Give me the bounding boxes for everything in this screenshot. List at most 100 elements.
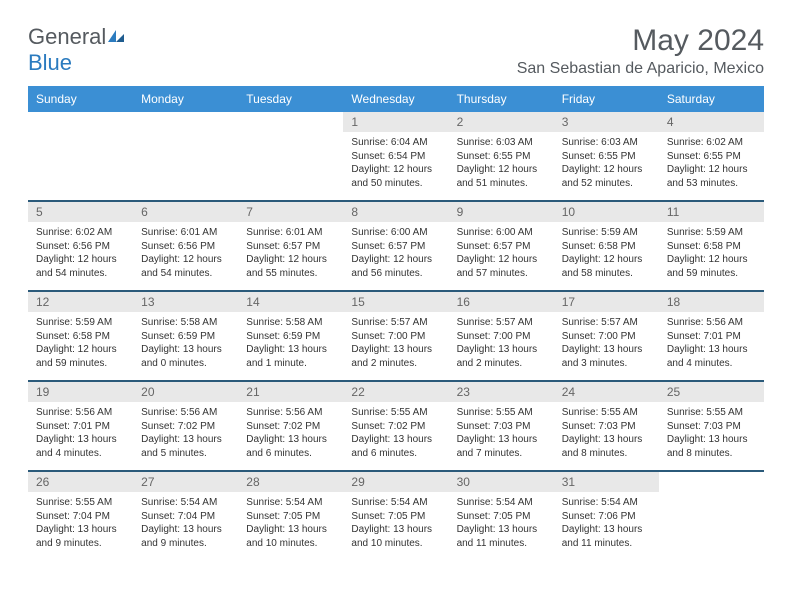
weekday-row: SundayMondayTuesdayWednesdayThursdayFrid… <box>28 86 764 112</box>
day-number-cell: 25 <box>659 381 764 402</box>
sunset-text: Sunset: 6:59 PM <box>141 330 230 344</box>
day-body: Sunrise: 6:02 AMSunset: 6:56 PMDaylight:… <box>28 222 133 290</box>
logo-word1: General <box>28 24 106 49</box>
day-body-cell: Sunrise: 5:56 AMSunset: 7:02 PMDaylight:… <box>238 402 343 471</box>
sunrise-text: Sunrise: 5:54 AM <box>457 496 546 510</box>
day-body-cell: Sunrise: 5:54 AMSunset: 7:04 PMDaylight:… <box>133 492 238 560</box>
day-number: 28 <box>238 472 343 492</box>
sunrise-text: Sunrise: 5:55 AM <box>351 406 440 420</box>
day-number: 14 <box>238 292 343 312</box>
day-body: Sunrise: 6:02 AMSunset: 6:55 PMDaylight:… <box>659 132 764 200</box>
day-number-cell: 27 <box>133 471 238 492</box>
daylight-text: Daylight: 12 hours and 53 minutes. <box>667 163 756 190</box>
day-body-cell <box>133 132 238 201</box>
day-body-cell: Sunrise: 5:54 AMSunset: 7:06 PMDaylight:… <box>554 492 659 560</box>
day-body-cell: Sunrise: 5:56 AMSunset: 7:02 PMDaylight:… <box>133 402 238 471</box>
daylight-text: Daylight: 13 hours and 11 minutes. <box>457 523 546 550</box>
day-number: 30 <box>449 472 554 492</box>
day-number: 13 <box>133 292 238 312</box>
daylight-text: Daylight: 13 hours and 1 minute. <box>246 343 335 370</box>
sunrise-text: Sunrise: 5:55 AM <box>667 406 756 420</box>
day-body: Sunrise: 5:55 AMSunset: 7:04 PMDaylight:… <box>28 492 133 560</box>
day-body: Sunrise: 5:55 AMSunset: 7:03 PMDaylight:… <box>554 402 659 470</box>
day-number-cell: 12 <box>28 291 133 312</box>
sunset-text: Sunset: 7:03 PM <box>457 420 546 434</box>
sunset-text: Sunset: 7:04 PM <box>36 510 125 524</box>
day-body: Sunrise: 5:59 AMSunset: 6:58 PMDaylight:… <box>554 222 659 290</box>
day-number: 16 <box>449 292 554 312</box>
sunset-text: Sunset: 7:01 PM <box>667 330 756 344</box>
day-body-cell: Sunrise: 5:57 AMSunset: 7:00 PMDaylight:… <box>449 312 554 381</box>
day-body: Sunrise: 5:57 AMSunset: 7:00 PMDaylight:… <box>343 312 448 380</box>
day-body: Sunrise: 5:59 AMSunset: 6:58 PMDaylight:… <box>28 312 133 380</box>
day-number: 7 <box>238 202 343 222</box>
day-body-cell: Sunrise: 5:55 AMSunset: 7:04 PMDaylight:… <box>28 492 133 560</box>
sunrise-text: Sunrise: 5:55 AM <box>457 406 546 420</box>
day-number-cell <box>238 112 343 132</box>
day-body-cell: Sunrise: 6:03 AMSunset: 6:55 PMDaylight:… <box>449 132 554 201</box>
sunset-text: Sunset: 6:55 PM <box>667 150 756 164</box>
weekday-header: Thursday <box>449 86 554 112</box>
daylight-text: Daylight: 13 hours and 9 minutes. <box>36 523 125 550</box>
week-number-row: 567891011 <box>28 201 764 222</box>
day-number: 3 <box>554 112 659 132</box>
sunset-text: Sunset: 6:56 PM <box>141 240 230 254</box>
daylight-text: Daylight: 13 hours and 2 minutes. <box>457 343 546 370</box>
day-number-cell: 3 <box>554 112 659 132</box>
day-number: 23 <box>449 382 554 402</box>
sunrise-text: Sunrise: 5:57 AM <box>457 316 546 330</box>
day-number-cell: 29 <box>343 471 448 492</box>
day-number: 22 <box>343 382 448 402</box>
sunset-text: Sunset: 6:58 PM <box>36 330 125 344</box>
sunset-text: Sunset: 7:05 PM <box>246 510 335 524</box>
day-number-cell: 1 <box>343 112 448 132</box>
day-body: Sunrise: 6:01 AMSunset: 6:57 PMDaylight:… <box>238 222 343 290</box>
daylight-text: Daylight: 12 hours and 51 minutes. <box>457 163 546 190</box>
daylight-text: Daylight: 12 hours and 59 minutes. <box>667 253 756 280</box>
day-body-cell: Sunrise: 5:55 AMSunset: 7:03 PMDaylight:… <box>449 402 554 471</box>
day-number: 17 <box>554 292 659 312</box>
day-body-cell: Sunrise: 5:58 AMSunset: 6:59 PMDaylight:… <box>238 312 343 381</box>
day-number-cell: 5 <box>28 201 133 222</box>
sunset-text: Sunset: 7:00 PM <box>351 330 440 344</box>
sunrise-text: Sunrise: 5:56 AM <box>141 406 230 420</box>
day-body: Sunrise: 5:55 AMSunset: 7:03 PMDaylight:… <box>659 402 764 470</box>
day-body: Sunrise: 5:58 AMSunset: 6:59 PMDaylight:… <box>238 312 343 380</box>
sunset-text: Sunset: 7:03 PM <box>562 420 651 434</box>
day-body-cell: Sunrise: 6:02 AMSunset: 6:55 PMDaylight:… <box>659 132 764 201</box>
sunrise-text: Sunrise: 5:54 AM <box>351 496 440 510</box>
day-body: Sunrise: 5:56 AMSunset: 7:01 PMDaylight:… <box>28 402 133 470</box>
sunset-text: Sunset: 6:54 PM <box>351 150 440 164</box>
day-number-cell: 22 <box>343 381 448 402</box>
day-body-cell <box>28 132 133 201</box>
sunset-text: Sunset: 6:57 PM <box>351 240 440 254</box>
day-body: Sunrise: 5:54 AMSunset: 7:05 PMDaylight:… <box>238 492 343 560</box>
day-number-cell: 6 <box>133 201 238 222</box>
week-body-row: Sunrise: 5:56 AMSunset: 7:01 PMDaylight:… <box>28 402 764 471</box>
sunset-text: Sunset: 6:59 PM <box>246 330 335 344</box>
sunset-text: Sunset: 6:58 PM <box>667 240 756 254</box>
sunrise-text: Sunrise: 6:01 AM <box>246 226 335 240</box>
day-body: Sunrise: 5:57 AMSunset: 7:00 PMDaylight:… <box>554 312 659 380</box>
daylight-text: Daylight: 12 hours and 59 minutes. <box>36 343 125 370</box>
daylight-text: Daylight: 12 hours and 54 minutes. <box>141 253 230 280</box>
weekday-header: Sunday <box>28 86 133 112</box>
day-body: Sunrise: 5:54 AMSunset: 7:05 PMDaylight:… <box>343 492 448 560</box>
month-title: May 2024 <box>517 24 764 58</box>
sunrise-text: Sunrise: 5:57 AM <box>562 316 651 330</box>
sunset-text: Sunset: 7:05 PM <box>351 510 440 524</box>
sunset-text: Sunset: 6:55 PM <box>457 150 546 164</box>
day-number-cell: 30 <box>449 471 554 492</box>
day-body <box>659 492 764 548</box>
sunrise-text: Sunrise: 6:00 AM <box>351 226 440 240</box>
day-body: Sunrise: 6:03 AMSunset: 6:55 PMDaylight:… <box>449 132 554 200</box>
logo-word2: Blue <box>28 50 72 75</box>
sunset-text: Sunset: 7:04 PM <box>141 510 230 524</box>
title-block: May 2024 San Sebastian de Aparicio, Mexi… <box>517 24 764 78</box>
calendar-table: SundayMondayTuesdayWednesdayThursdayFrid… <box>28 86 764 560</box>
day-body-cell: Sunrise: 5:55 AMSunset: 7:02 PMDaylight:… <box>343 402 448 471</box>
day-body: Sunrise: 5:57 AMSunset: 7:00 PMDaylight:… <box>449 312 554 380</box>
day-number <box>133 112 238 118</box>
day-number-cell: 26 <box>28 471 133 492</box>
day-body <box>28 132 133 188</box>
